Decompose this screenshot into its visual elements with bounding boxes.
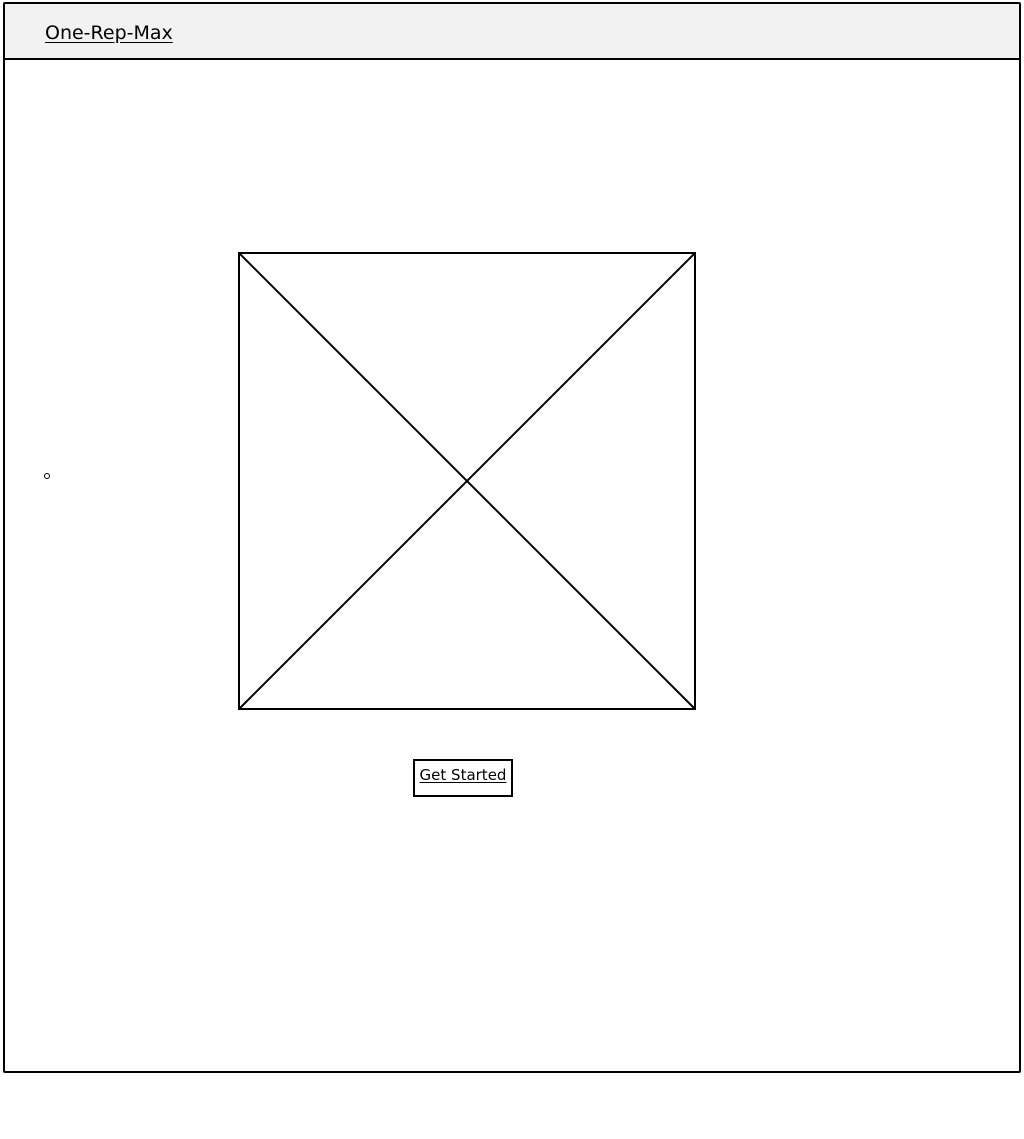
image-placeholder-graphic [238,252,696,710]
get-started-label: Get Started [419,766,507,784]
get-started-button[interactable]: Get Started [413,759,513,797]
image-placeholder-icon [238,252,696,710]
radio-dot-icon [44,473,50,479]
browser-frame: One-Rep-Max [3,2,1021,1073]
header-bar: One-Rep-Max [5,4,1019,60]
app-title-link[interactable]: One-Rep-Max [45,22,173,44]
placeholder-diagonal-2 [238,252,696,710]
